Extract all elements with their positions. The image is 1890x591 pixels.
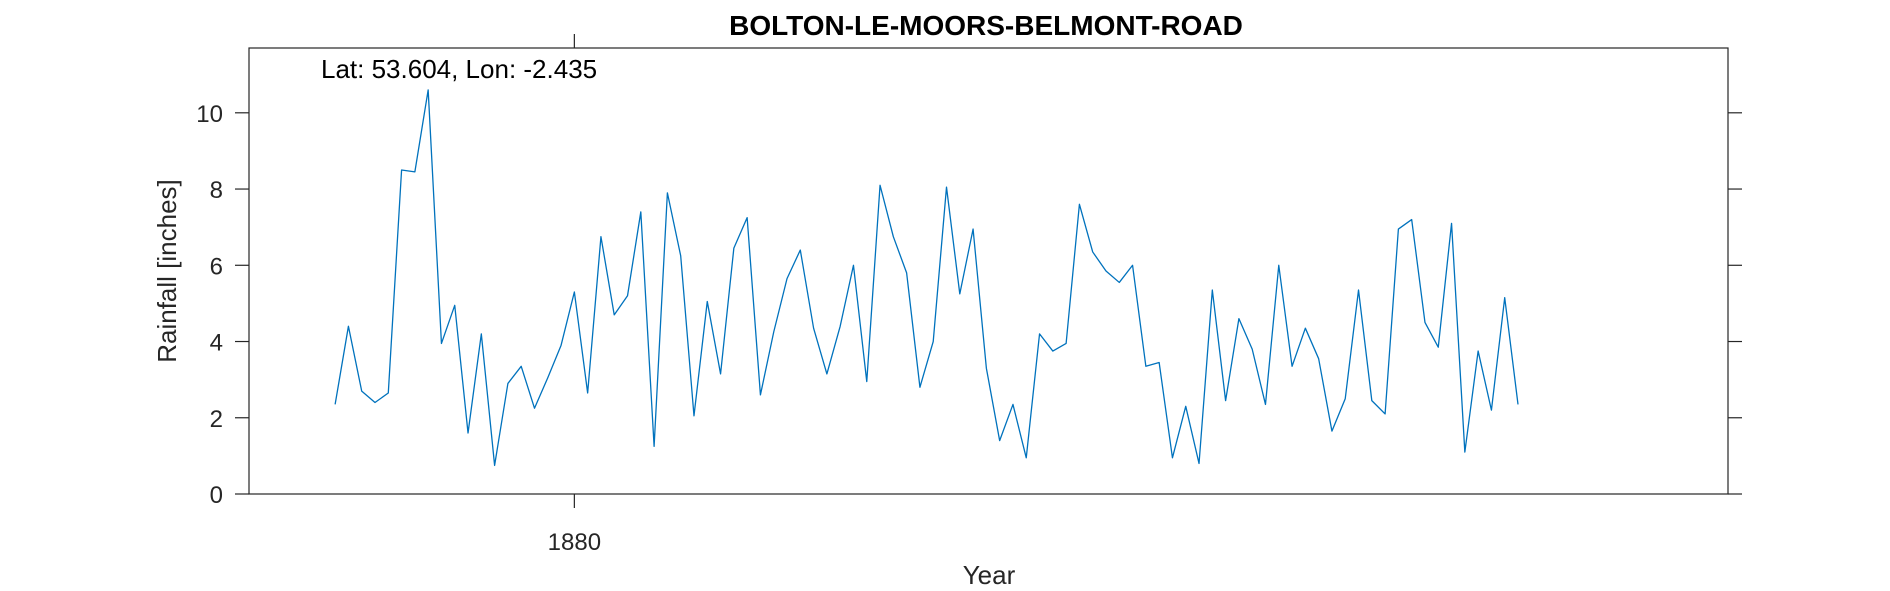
chart-title: BOLTON-LE-MOORS-BELMONT-ROAD — [729, 10, 1243, 41]
y-tick-label: 6 — [210, 253, 223, 280]
y-tick-label: 10 — [196, 101, 223, 128]
y-tick-label: 8 — [210, 177, 223, 204]
y-tick-label: 0 — [210, 482, 223, 509]
x-axis: 1880 — [548, 34, 601, 556]
rainfall-series-line — [334, 89, 1519, 467]
plot-area-frame — [248, 47, 1729, 495]
x-axis-title: Year — [963, 560, 1016, 590]
y-tick-label: 2 — [210, 406, 223, 433]
x-tick-label: 1880 — [548, 529, 601, 556]
y-axis-title: Rainfall [inches] — [152, 179, 182, 363]
lat-lon-annotation: Lat: 53.604, Lon: -2.435 — [321, 54, 597, 84]
y-axis: 0 2 4 6 8 10 — [196, 101, 1742, 509]
y-tick-label: 4 — [210, 330, 223, 357]
